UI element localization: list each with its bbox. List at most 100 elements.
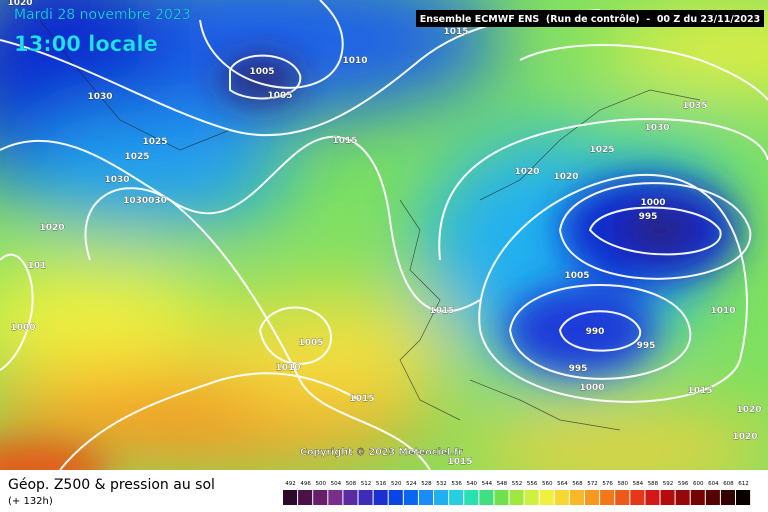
scale-swatch (720, 490, 735, 505)
scale-swatch (298, 490, 313, 505)
scale-swatch (449, 490, 464, 505)
scale-swatch (509, 490, 524, 505)
scale-label: 532 (436, 481, 447, 487)
scale-label: 544 (482, 481, 493, 487)
isobar-label: 1015 (349, 394, 374, 404)
isobar-label: 1020 (732, 432, 757, 442)
scale-label: 588 (648, 481, 659, 487)
scale-swatch (615, 490, 630, 505)
isobar-label: 1025 (124, 152, 149, 162)
scale-swatch (373, 490, 388, 505)
date: Mardi 28 novembre 2023 (14, 7, 191, 23)
scale-label: 604 (708, 481, 719, 487)
isobar-label: 1015 (687, 386, 712, 396)
scale-swatch (600, 490, 615, 505)
isobar-label: 1015 (443, 27, 468, 37)
isobar-label: 1025 (589, 145, 614, 155)
isobar-label: 1015 (447, 457, 472, 467)
isobar-label: 1005 (298, 338, 323, 348)
scale-swatch (283, 490, 298, 505)
scale-label: 524 (406, 481, 417, 487)
isobar-label: 1030 (644, 123, 669, 133)
scale-label: 596 (678, 481, 689, 487)
isobar-label: 1015 (332, 136, 357, 146)
scale-label: 500 (316, 481, 327, 487)
scale-label: 564 (557, 481, 568, 487)
scale-swatch (569, 490, 584, 505)
isobar-label: 995 (637, 341, 656, 351)
scale-label: 572 (587, 481, 598, 487)
scale-label: 492 (285, 481, 296, 487)
isobar-label: 1020 (514, 167, 539, 177)
scale-label: 496 (300, 481, 311, 487)
isobar-label: 995 (639, 212, 658, 222)
isobar-label: 995 (569, 364, 588, 374)
scale-label: 520 (391, 481, 402, 487)
isobar-label: 1020 (553, 172, 578, 182)
isobar-label: 1020 (39, 223, 64, 233)
scale-swatch (554, 490, 569, 505)
isobar-label: 1025 (142, 137, 167, 147)
isobar-label: 1010 (710, 306, 735, 316)
scale-swatch (494, 490, 509, 505)
footer-title: Géop. Z500 & pression au sol (8, 477, 215, 493)
scale-label: 540 (467, 481, 478, 487)
isobar-label: 1020 (7, 0, 32, 8)
scale-label: 556 (527, 481, 538, 487)
scale-swatch (418, 490, 433, 505)
scale-label: 592 (663, 481, 674, 487)
scale-swatch (645, 490, 660, 505)
scale-label: 608 (723, 481, 734, 487)
field (0, 0, 768, 500)
model-box (416, 10, 764, 27)
isobar-label: 1000 (579, 383, 604, 393)
scale-swatch (313, 490, 328, 505)
scale-swatch (343, 490, 358, 505)
scale-swatch (403, 490, 418, 505)
scale-swatch (434, 490, 449, 505)
scale-label: 536 (451, 481, 462, 487)
scale-swatch (630, 490, 645, 505)
scale-label: 508 (346, 481, 357, 487)
footer-lead: (+ 132h) (8, 496, 53, 507)
scale-swatch (358, 490, 373, 505)
isobar-label: 1030 (104, 175, 129, 185)
scale-label: 516 (376, 481, 387, 487)
isobar-label: 1010 (275, 363, 300, 373)
copyright: Copyright © 2023 Meteociel.fr (300, 447, 463, 458)
scale-swatch (328, 490, 343, 505)
isobar-label: 101 (28, 261, 47, 271)
scale-swatch (585, 490, 600, 505)
isobar-label: 1020 (736, 405, 761, 415)
scale-label: 568 (572, 481, 583, 487)
scale-label: 560 (542, 481, 553, 487)
scale-label: 612 (738, 481, 749, 487)
isobar-label: 1030030 (123, 196, 167, 206)
isobar-label: 1010 (342, 56, 367, 66)
scale-swatch (705, 490, 720, 505)
scale-swatch (675, 490, 690, 505)
scale-label: 528 (421, 481, 432, 487)
scale-label: 576 (602, 481, 613, 487)
scale-swatch (464, 490, 479, 505)
scale-label: 600 (693, 481, 704, 487)
scale-swatch (736, 490, 751, 505)
scale-swatch (388, 490, 403, 505)
isobar-label: 1035 (682, 101, 707, 111)
scale-label: 548 (497, 481, 508, 487)
scale-swatch (539, 490, 554, 505)
isobar-label: 1015 (429, 306, 454, 316)
scale-swatch (479, 490, 494, 505)
scale-swatch (690, 490, 705, 505)
isobar-label: 1005 (564, 271, 589, 281)
scale-swatch (660, 490, 675, 505)
isobar-label: 1000 (10, 323, 35, 333)
isobar-label: 990 (586, 327, 605, 337)
scale-label: 504 (331, 481, 342, 487)
local-time: 13:00 locale (14, 32, 158, 56)
isobar-label: 1000 (640, 198, 665, 208)
isobar-label: 1030 (87, 92, 112, 102)
model-info: Ensemble ECMWF ENS (Run de contrôle) - 0… (420, 14, 761, 25)
scale-swatch (524, 490, 539, 505)
